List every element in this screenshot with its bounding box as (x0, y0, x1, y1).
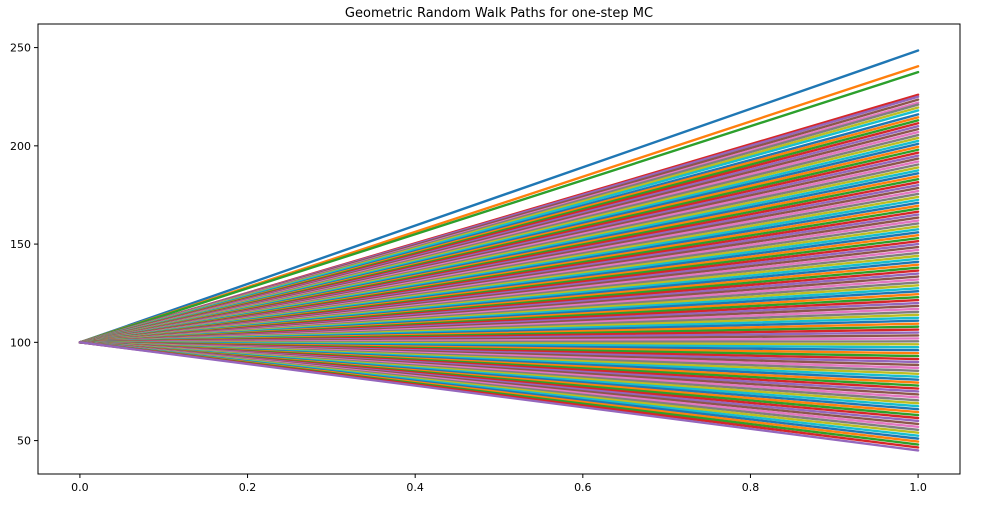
x-tick-label: 0.6 (574, 481, 592, 494)
y-tick-label: 50 (17, 435, 31, 448)
series-line (78, 70, 920, 344)
x-tick-label: 0.8 (742, 481, 760, 494)
x-tick-label: 1.0 (909, 481, 927, 494)
x-tick-label: 0.0 (71, 481, 89, 494)
x-tick-label: 0.2 (239, 481, 257, 494)
series-lines (78, 49, 920, 452)
y-tick-label: 100 (10, 336, 31, 349)
y-tick-label: 200 (10, 140, 31, 153)
y-tick-label: 250 (10, 42, 31, 55)
y-tick-label: 150 (10, 238, 31, 251)
x-tick-label: 0.4 (406, 481, 424, 494)
series-line (78, 341, 920, 452)
chart-title: Geometric Random Walk Paths for one-step… (344, 6, 654, 21)
series-line (78, 49, 920, 344)
axes-frame (37, 23, 961, 475)
